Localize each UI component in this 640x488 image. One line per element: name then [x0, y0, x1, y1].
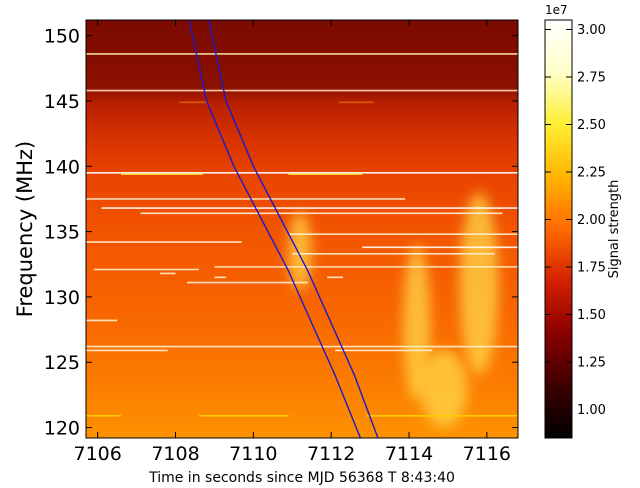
horizontal-features: [86, 53, 518, 417]
colorbar-gradient: [544, 19, 573, 439]
colorbar-tick-label: 1.50: [577, 308, 606, 323]
colorbar: 1.00 1.25 1.50 1.75 2.00 2.25 2.50 2.75 3.00 1e7…: [544, 3, 622, 439]
x-tick-label: 7114: [385, 443, 433, 465]
x-tick-label: 7106: [73, 443, 121, 465]
colorbar-tick-label: 2.25: [577, 166, 606, 181]
x-tick-label: 7112: [307, 443, 355, 465]
colorbar-tick-label: 1.00: [577, 403, 606, 418]
bright-patch: [420, 349, 468, 428]
colorbar-ticks: 1.00 1.25 1.50 1.75 2.00 2.25 2.50 2.75 3.00: [545, 23, 606, 418]
y-tick-label: 135: [44, 222, 80, 244]
bright-patch: [403, 244, 431, 402]
plot-frame: [85, 19, 519, 439]
colorbar-tick-label: 2.75: [577, 71, 606, 86]
dispersion-curves: [188, 20, 379, 438]
colorbar-label: Signal strength: [607, 180, 622, 279]
bright-patch: [288, 212, 312, 291]
colorbar-tick-label: 1.75: [577, 261, 606, 276]
x-axis-label: Time in seconds since MJD 56368 T 8:43:4…: [148, 470, 455, 486]
colorbar-tick-label: 2.50: [577, 118, 606, 133]
x-tick-label: 7110: [229, 443, 277, 465]
y-tick-label: 150: [44, 26, 80, 48]
x-tick-label: 7108: [151, 443, 199, 465]
y-tick-label: 125: [44, 352, 80, 374]
y-axis-ticks: 120 125 130 135 140 145 150: [44, 26, 518, 440]
colorbar-multiplier: 1e7: [545, 3, 568, 17]
y-tick-label: 120: [44, 418, 80, 440]
y-tick-label: 140: [44, 156, 80, 178]
y-tick-label: 130: [44, 287, 80, 309]
y-tick-label: 145: [44, 91, 80, 113]
bright-patch: [459, 192, 499, 376]
bright-patches: [288, 192, 499, 428]
x-tick-label: 7116: [463, 443, 511, 465]
y-axis-label: Frequency (MHz): [13, 141, 37, 317]
plot-area: [85, 19, 519, 439]
dispersion-curve: [188, 20, 362, 438]
x-axis-ticks: 7106 7108 7110 7112 7114 7116: [73, 20, 511, 465]
dispersion-curve: [207, 20, 379, 438]
colorbar-tick-label: 3.00: [577, 23, 606, 38]
colorbar-tick-label: 2.00: [577, 213, 606, 228]
colorbar-tick-label: 1.25: [577, 356, 606, 371]
